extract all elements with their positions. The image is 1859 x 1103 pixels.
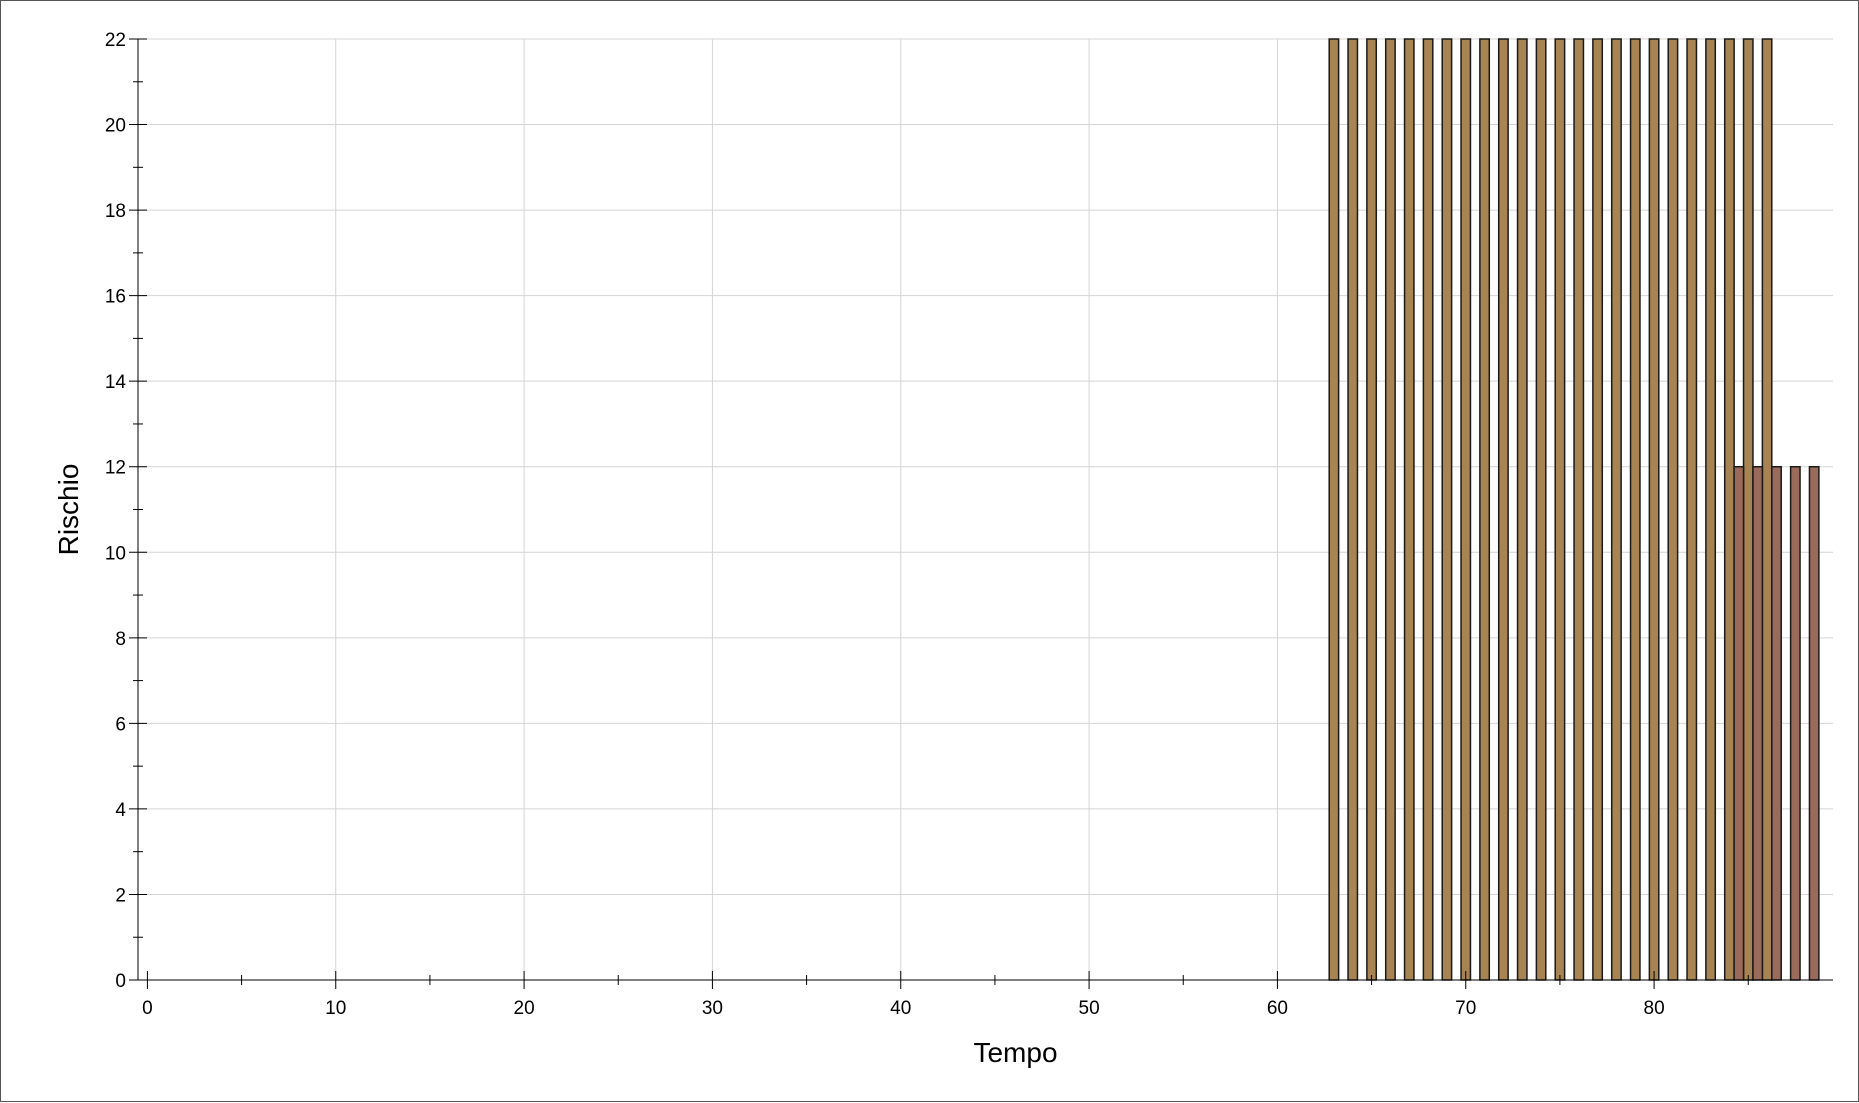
bar-series-1 [1554,38,1566,981]
axes: 0 2 4 6 8 10 12 14 16 18 20 22 0 10 20 30 40 50 60 70 80 [105,30,1833,1019]
x-tick-label: 40 [890,998,911,1019]
bar-series-1 [1441,38,1453,981]
y-tick-label: 22 [105,30,126,51]
bar-series-1 [1610,38,1622,981]
x-tick-label: 70 [1455,998,1476,1019]
y-tick-label: 16 [105,287,126,308]
y-tick-label: 20 [105,116,126,137]
y-tick-label: 18 [105,201,126,222]
x-tick-label: 0 [142,998,153,1019]
bar-series-1 [1422,38,1434,981]
y-tick-label: 8 [115,629,126,650]
bar-series-1 [1723,38,1735,981]
x-tick-label: 50 [1079,998,1100,1019]
bars [1328,38,1820,981]
x-tick-label: 60 [1267,998,1288,1019]
bar-series-1 [1403,38,1415,981]
bar-series-1 [1460,38,1472,981]
y-tick-label: 4 [115,800,126,821]
bar-series-1 [1705,38,1717,981]
bar-series-1 [1479,38,1491,981]
bar-series-1 [1686,38,1698,981]
bar-series-1 [1497,38,1509,981]
bar-series-1 [1742,38,1754,981]
bar-series-1 [1648,38,1660,981]
y-tick-label: 12 [105,458,126,479]
x-tick-label: 30 [702,998,723,1019]
bar-series-1 [1366,38,1378,981]
x-tick-label: 20 [514,998,535,1019]
bar-series-1 [1328,38,1340,981]
bar-series-1 [1573,38,1585,981]
x-tick-label: 80 [1644,998,1665,1019]
y-tick-label: 6 [115,714,126,735]
bar-series-2 [1752,465,1764,981]
bar-series-2 [1808,465,1820,981]
bar-series-1 [1516,38,1528,981]
bar-series-1 [1629,38,1641,981]
bar-series-1 [1347,38,1359,981]
bar-series-1 [1761,38,1773,981]
y-tick-label: 2 [115,885,126,906]
bar-series-1 [1592,38,1604,981]
y-tick-label: 14 [105,372,127,393]
y-tick-label: 0 [115,971,126,992]
x-tick-label: 10 [325,998,346,1019]
bar-series-2 [1733,465,1745,981]
bar-series-1 [1384,38,1396,981]
bar-series-1 [1535,38,1547,981]
bar-series-1 [1667,38,1679,981]
x-axis-title: Tempo [973,1037,1057,1068]
y-axis-title: Rischio [53,464,84,556]
bar-series-2 [1789,465,1801,981]
bar-series-2 [1771,465,1782,981]
y-tick-label: 10 [105,543,126,564]
